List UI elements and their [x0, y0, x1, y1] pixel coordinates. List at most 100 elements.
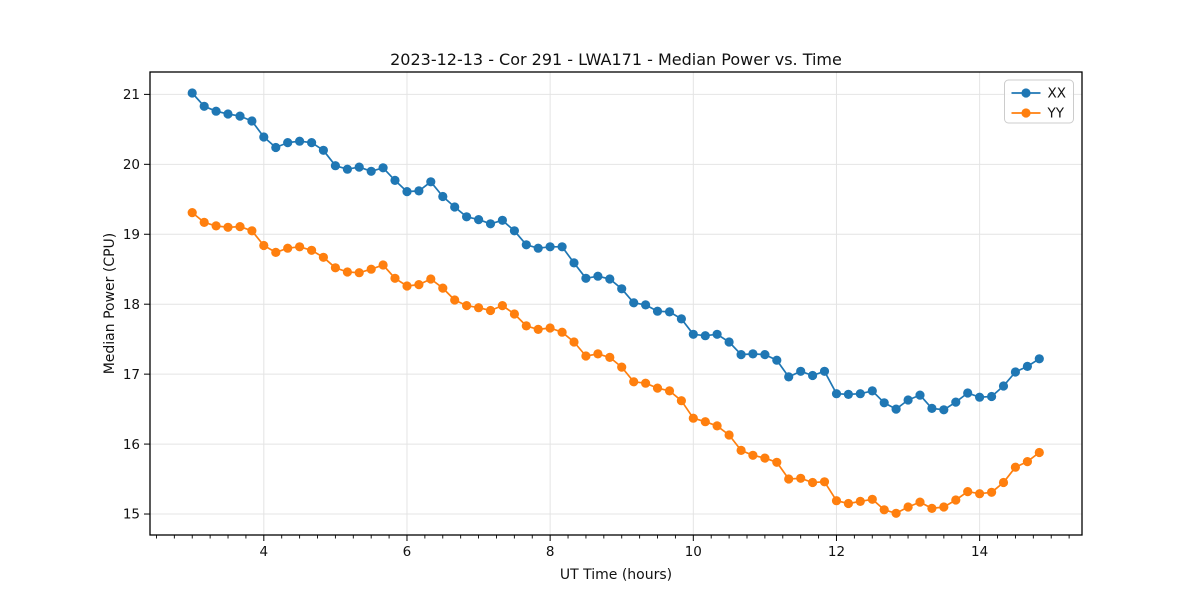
series-xx-marker — [378, 163, 388, 173]
series-yy-marker — [700, 417, 710, 427]
series-yy-marker — [474, 303, 484, 313]
series-yy-marker — [187, 208, 197, 218]
series-xx-marker — [927, 403, 937, 413]
series-yy-marker — [1034, 447, 1044, 458]
series-yy-marker — [211, 221, 221, 231]
series-xx-marker — [330, 161, 340, 171]
series-yy-marker — [354, 268, 364, 278]
series-xx-marker — [605, 274, 615, 284]
y-tick-label: 17 — [123, 367, 140, 383]
series-yy-marker — [808, 477, 818, 488]
series-xx-marker — [855, 389, 865, 399]
series-yy-marker — [605, 352, 615, 362]
series-yy-marker — [366, 264, 376, 274]
series-yy-marker — [676, 396, 687, 406]
series-yy-marker — [295, 242, 305, 252]
series-xx-marker — [712, 329, 722, 339]
series-yy-marker — [867, 494, 877, 504]
series-xx-marker — [1022, 361, 1032, 371]
legend-label-xx: XX — [1048, 86, 1067, 102]
series-yy-marker — [581, 351, 591, 361]
series-yy-marker — [819, 477, 830, 487]
series-yy-marker — [664, 386, 675, 396]
y-tick-label: 20 — [123, 157, 140, 173]
series-xx-marker — [450, 202, 460, 212]
series-yy-marker — [426, 274, 436, 284]
series-yy-marker — [318, 252, 328, 262]
chart-title: 2023-12-13 - Cor 291 - LWA171 - Median P… — [390, 50, 842, 69]
series-xx-marker — [963, 388, 973, 398]
series-xx-marker — [629, 298, 639, 308]
series-yy-marker — [330, 263, 340, 273]
series-xx-marker — [199, 101, 209, 111]
series-xx-marker — [259, 132, 269, 142]
series-xx-marker — [975, 392, 985, 402]
series-xx-marker — [474, 215, 484, 225]
legend-label-yy: YY — [1047, 106, 1065, 122]
series-yy-marker — [688, 413, 698, 423]
series-xx-marker — [354, 162, 364, 172]
series-yy-marker — [342, 267, 352, 277]
series-xx-marker — [307, 138, 317, 148]
series-yy-marker — [402, 281, 412, 291]
series-yy-marker — [855, 496, 865, 506]
series-xx-marker — [664, 307, 675, 317]
series-yy-marker — [307, 245, 317, 255]
series-yy-marker — [545, 323, 555, 333]
series-xx-marker — [891, 404, 901, 414]
series-xx-marker — [998, 381, 1009, 391]
series-yy-marker — [497, 301, 507, 311]
x-tick-label: 4 — [260, 544, 269, 560]
series-yy-marker — [927, 503, 937, 513]
series-yy-marker — [450, 295, 460, 305]
series-xx-marker — [843, 389, 854, 399]
series-xx-marker — [879, 398, 889, 408]
x-tick-label: 6 — [403, 544, 412, 560]
series-xx-marker — [533, 243, 543, 253]
series-xx-marker — [772, 355, 782, 365]
legend: XX YY — [1004, 79, 1074, 124]
series-xx-marker — [1010, 367, 1021, 377]
series-yy-marker — [199, 217, 209, 227]
series-xx-marker — [581, 273, 591, 283]
series-xx-marker — [951, 397, 961, 407]
series-yy-marker — [509, 309, 519, 319]
series-xx-marker — [557, 242, 567, 252]
x-axis-label: UT Time (hours) — [560, 567, 672, 583]
series-xx-marker — [819, 366, 830, 376]
series-xx-marker — [808, 370, 818, 381]
series-xx-marker — [748, 349, 758, 359]
series-xx-marker — [939, 405, 949, 415]
series-yy-marker — [641, 378, 651, 388]
series-yy-marker — [223, 222, 233, 232]
series-xx-marker — [283, 138, 293, 148]
series-yy-marker — [975, 489, 985, 499]
series-yy-marker — [784, 474, 794, 484]
series-yy-marker — [724, 430, 734, 440]
series-yy-marker — [390, 273, 400, 283]
series-yy-marker — [438, 283, 448, 293]
series-xx-marker — [187, 88, 197, 98]
series-xx-marker — [521, 240, 531, 250]
series-xx-marker — [223, 109, 233, 119]
series-yy-marker — [652, 383, 663, 393]
series-xx-marker — [414, 186, 424, 196]
grid-layer — [150, 72, 1082, 535]
series-yy-marker — [533, 324, 543, 334]
series-yy-marker — [760, 453, 770, 463]
series-yy-marker — [891, 508, 901, 518]
series-layer — [187, 88, 1044, 518]
series-yy-marker — [831, 496, 842, 506]
series-xx-marker — [402, 187, 412, 197]
series-yy-marker — [569, 337, 579, 347]
series-yy-marker — [617, 362, 627, 372]
series-yy-marker — [271, 247, 281, 257]
series-xx-marker — [903, 395, 913, 405]
series-xx-marker — [509, 226, 519, 236]
series-yy-marker — [521, 321, 531, 331]
series-yy-marker — [629, 377, 639, 387]
series-xx-marker — [235, 111, 245, 121]
x-tick-label: 12 — [828, 544, 845, 560]
